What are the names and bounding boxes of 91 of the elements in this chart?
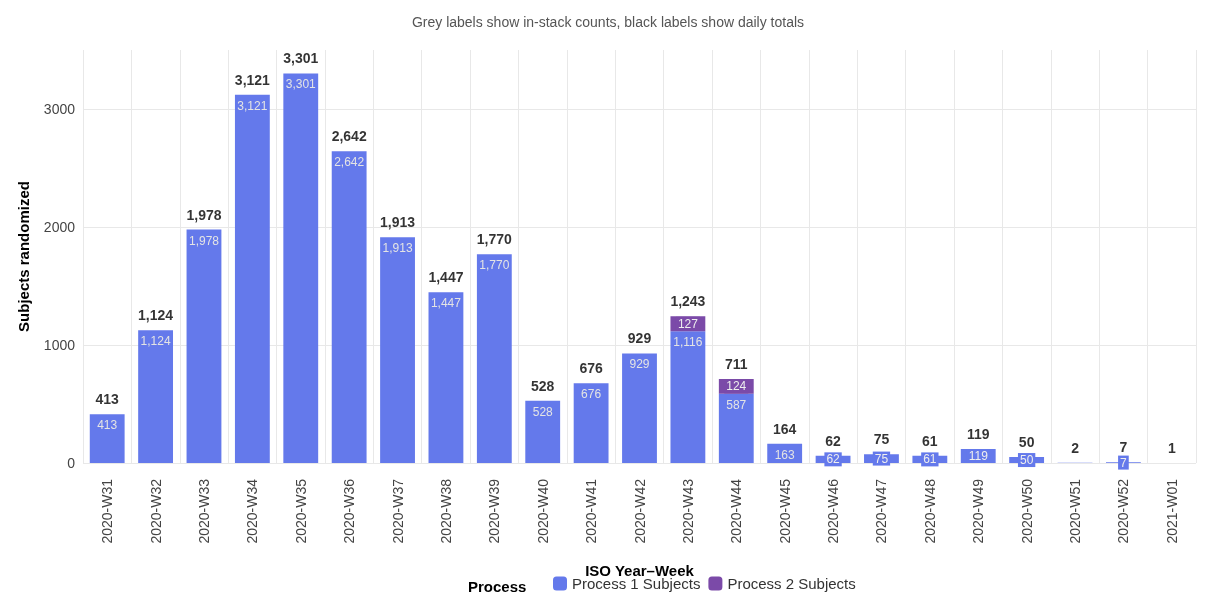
data-label: 163 — [774, 447, 796, 462]
x-tick-label: 2020-W46 — [825, 478, 842, 544]
x-tick-label: 2020-W48 — [921, 478, 938, 544]
total-label: 528 — [531, 377, 555, 394]
data-label: 50 — [1019, 453, 1034, 468]
y-tick-label: 3000 — [43, 101, 76, 117]
y-tick-label: 0 — [67, 455, 76, 471]
bar — [670, 331, 706, 463]
x-tick-label: 2020-W35 — [292, 478, 309, 544]
x-tick-label: 2020-W50 — [1018, 478, 1035, 544]
total-label: 62 — [825, 432, 842, 449]
data-label: 1,447 — [430, 296, 462, 311]
data-label: 127 — [677, 316, 699, 331]
total-label: 3,121 — [234, 71, 271, 88]
total-label: 164 — [772, 420, 797, 437]
x-tick-label: 2020-W41 — [583, 478, 600, 544]
y-tick-label: 1000 — [43, 337, 76, 353]
total-label: 413 — [95, 391, 120, 408]
legend-label: Process 2 Subjects — [727, 575, 856, 592]
data-label: 3,301 — [285, 77, 317, 92]
x-tick-label: 2020-W39 — [486, 478, 503, 544]
bar — [186, 229, 222, 463]
x-tick-label: 2020-W47 — [873, 478, 890, 544]
x-tick-label: 2020-W43 — [679, 478, 696, 544]
x-tick-label: 2020-W44 — [728, 478, 745, 544]
data-label: 1,978 — [188, 233, 220, 248]
bar — [718, 393, 754, 463]
x-tick-label: 2020-W34 — [244, 478, 261, 544]
bar — [525, 400, 561, 463]
data-label: 3,121 — [237, 98, 268, 113]
total-label: 711 — [724, 356, 748, 373]
total-label: 61 — [922, 432, 938, 449]
data-label: 62 — [826, 452, 841, 467]
total-label: 2 — [1071, 439, 1080, 456]
data-label: 1,116 — [673, 335, 703, 350]
data-label: 2,642 — [334, 155, 365, 170]
total-label: 75 — [873, 431, 890, 448]
x-tick-label: 2020-W42 — [631, 478, 648, 544]
data-label: 676 — [581, 387, 602, 402]
x-tick-label: 2020-W49 — [970, 478, 987, 544]
y-tick-label: 2000 — [43, 219, 76, 235]
bar — [89, 414, 125, 463]
data-label: 1,770 — [479, 258, 510, 273]
x-tick-label: 2020-W51 — [1067, 478, 1084, 544]
total-label: 7 — [1119, 439, 1128, 456]
data-label: 413 — [97, 418, 118, 433]
total-label: 119 — [966, 425, 990, 442]
total-label: 929 — [627, 330, 652, 347]
data-label: 124 — [726, 379, 747, 394]
bar — [573, 383, 609, 463]
bar — [234, 94, 270, 463]
bar — [622, 353, 657, 463]
data-label: 929 — [629, 357, 650, 372]
total-label: 676 — [579, 360, 603, 377]
data-label: 528 — [532, 404, 554, 419]
bar — [428, 292, 464, 463]
chart-subtitle: Grey labels show in-stack counts, black labels show daily totals — [411, 14, 805, 30]
data-label: 1,913 — [382, 241, 413, 256]
x-tick-label: 2020-W32 — [147, 478, 164, 544]
total-label: 50 — [1018, 434, 1035, 451]
x-tick-label: 2020-W37 — [389, 478, 406, 544]
bar — [283, 73, 319, 463]
x-tick-label: 2020-W40 — [534, 478, 551, 544]
data-label: 75 — [874, 451, 889, 466]
x-tick-label: 2020-W33 — [195, 478, 212, 544]
total-label: 1,913 — [380, 214, 416, 231]
data-label: 7 — [1120, 455, 1128, 470]
total-label: 1,447 — [428, 269, 464, 286]
x-tick-label: 2020-W52 — [1115, 478, 1132, 544]
bar — [138, 330, 174, 463]
legend-title: Process — [468, 578, 527, 595]
x-tick-label: 2020-W31 — [99, 478, 116, 544]
y-axis-title: Subjects randomized — [15, 181, 32, 332]
x-tick-label: 2020-W36 — [341, 478, 358, 544]
total-label: 2,642 — [331, 128, 367, 145]
x-tick-label: 2020-W38 — [437, 478, 454, 544]
x-tick-label: 2021-W01 — [1163, 478, 1180, 544]
bar — [331, 151, 367, 463]
data-label: 61 — [923, 452, 937, 467]
total-label: 1,770 — [476, 231, 513, 248]
total-label: 1,978 — [186, 206, 222, 223]
total-label: 1,124 — [138, 307, 174, 324]
total-label: 3,301 — [283, 50, 319, 67]
total-label: 1 — [1167, 439, 1176, 456]
data-label: 587 — [726, 397, 747, 412]
data-label: 1,124 — [140, 334, 171, 349]
bar — [476, 254, 512, 463]
total-label: 1,243 — [670, 293, 706, 310]
bar — [380, 237, 415, 463]
data-label: 119 — [968, 448, 989, 463]
x-tick-label: 2020-W45 — [776, 478, 793, 544]
